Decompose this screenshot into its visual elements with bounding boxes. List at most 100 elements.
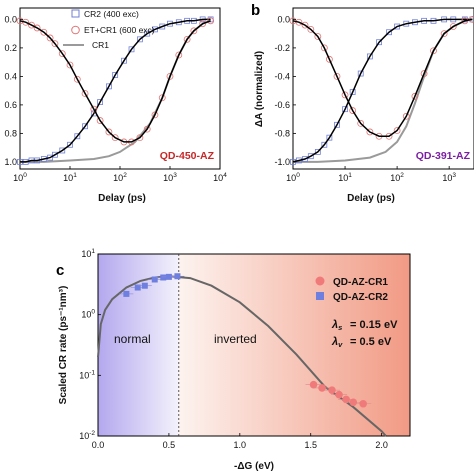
cr2-data-point — [112, 72, 119, 78]
legend-qd-az-cr2-marker — [316, 292, 324, 300]
y-tick-label: 10-2 — [79, 430, 95, 441]
x-tick-label: 0.0 — [92, 440, 105, 450]
etcr1-data-point — [111, 134, 119, 142]
etcr1-data-point — [66, 61, 74, 69]
cr2-data-point — [349, 89, 356, 95]
x-tick-label: 104 — [213, 172, 227, 183]
etcr1-data-point — [333, 72, 341, 80]
etcr1-data-point — [81, 90, 89, 97]
cr2-data-point — [52, 151, 58, 158]
etcr1-data-point — [357, 120, 365, 127]
qd-az-cr2-data-point — [165, 273, 172, 280]
panel-c-legend: QD-AZ-CR1 QD-AZ-CR2 — [315, 276, 388, 303]
etcr1-data-point — [393, 127, 401, 134]
etcr1-data-point — [166, 72, 174, 80]
panel-a-tag: QD-450-AZ — [160, 150, 215, 162]
normal-region-bg — [98, 254, 179, 436]
x-tick-label: 1.5 — [304, 440, 317, 450]
y-tick-label: 0.2 — [4, 43, 17, 53]
marcus-fit-curve — [97, 275, 387, 437]
panel-a-y-ticks: 0.0 0.2 0.4 0.6 0.8 1.0 — [4, 14, 23, 167]
cr2-data-point — [366, 53, 373, 60]
etcr1-data-point — [366, 128, 374, 136]
cr2-data-point — [307, 153, 314, 160]
etcr1-data-point — [136, 134, 144, 142]
legend-cr2-marker — [71, 9, 80, 18]
x-tick-label: 2.0 — [375, 440, 388, 450]
cr2-data-point — [376, 39, 382, 46]
panel-b-frame — [292, 7, 474, 170]
x-tick-label: 101 — [63, 172, 77, 183]
etcr1-data-point — [402, 112, 410, 120]
etcr1-data-point — [411, 92, 419, 100]
panel-c-y-label: Scaled CR rate (ps⁻¹nm³) — [58, 286, 69, 405]
etcr1-data-point — [33, 24, 41, 32]
etcr1-data-point — [183, 35, 191, 43]
cr2-fit-curve — [292, 18, 473, 163]
legend-qd-az-cr1-marker — [315, 276, 325, 286]
x-tick-label: 101 — [338, 172, 352, 183]
cr2-data-point — [321, 141, 328, 148]
etcr1-data-point — [40, 28, 48, 36]
etcr1-data-point — [190, 27, 198, 35]
qd-az-cr2-data-point — [134, 284, 141, 291]
panel-a: 100 101 102 103 104 0.0 0.2 0.4 0.6 0.8 1.0 Delay… — [4, 7, 227, 204]
panel-b-y-ticks: 0.0 -0.2 -0.4 -0.6 -0.8 -1.0 — [274, 14, 296, 167]
qd-az-cr1-data-point — [318, 384, 326, 392]
cr2-data-point — [386, 29, 392, 36]
panel-a-legend: CR2 (400 exc) ET+CR1 (600 exc) CR1 — [63, 9, 155, 50]
etcr1-data-point — [430, 47, 437, 55]
etcr1-data-point — [73, 75, 81, 83]
cr2-fit-curve — [20, 18, 211, 163]
cr2-data-point — [128, 46, 135, 53]
qd-az-cr2-data-point — [123, 290, 130, 297]
panel-b: b 100 101 102 103 0.0 -0.2 -0.4 -0.6 -0.8 -1.0 D… — [251, 2, 474, 204]
qd-az-cr1-data-point — [335, 390, 343, 399]
cr2-data-point — [334, 121, 340, 128]
etcr1-data-point — [301, 21, 309, 29]
x-tick-label: 102 — [390, 172, 404, 183]
etcr1-data-point — [46, 34, 54, 42]
x-tick-label: 0.5 — [163, 440, 176, 450]
etcr1-data-point — [314, 33, 322, 40]
y-tick-label: -1.0 — [274, 157, 290, 167]
cr2-data-point — [144, 30, 151, 37]
panel-c-x-ticks: 0.0 0.5 1.0 1.5 2.0 — [92, 433, 388, 450]
y-tick-label: 0.8 — [4, 128, 17, 138]
panel-c-x-label: -ΔG (eV) — [234, 461, 274, 472]
cr2-data-point — [326, 134, 333, 141]
y-tick-label: 0.0 — [4, 14, 17, 24]
etcr1-data-point — [349, 107, 357, 114]
cr2-data-point — [136, 36, 143, 43]
cr2-data-point — [82, 123, 88, 130]
etcr1-data-point — [22, 18, 30, 26]
cr2-data-point — [67, 141, 73, 148]
x-tick-label: 1.0 — [234, 440, 247, 450]
y-tick-label: -0.2 — [274, 43, 290, 53]
y-tick-label: -0.6 — [274, 100, 290, 110]
x-tick-label: 103 — [442, 172, 456, 183]
panel-c-label: c — [56, 262, 64, 279]
etcr1-fit-curve — [19, 20, 211, 143]
panel-a-x-label: Delay (ps) — [98, 193, 146, 204]
etcr1-data-point — [105, 128, 113, 136]
qd-az-cr2-data-point — [160, 274, 167, 281]
x-tick-label: 100 — [13, 172, 27, 183]
qd-az-cr2-data-point — [141, 282, 148, 289]
y-tick-label: -0.8 — [274, 128, 290, 138]
etcr1-data-point — [143, 125, 151, 133]
cr2-data-point — [314, 149, 321, 155]
y-tick-label: 1.0 — [4, 157, 17, 167]
etcr1-data-point — [341, 91, 349, 99]
marcus-parameters: λs = 0.15 eV λv = 0.5 eV — [331, 319, 398, 349]
panel-b-x-ticks: 100 101 102 103 — [286, 166, 456, 183]
y-tick-label: -0.4 — [274, 71, 290, 81]
qd-az-cr2-data-point — [151, 276, 158, 283]
cr2-data-point — [74, 133, 81, 140]
etcr1-data-point — [96, 117, 104, 124]
x-tick-label: 102 — [113, 172, 127, 183]
etcr1-fit-curve — [292, 18, 473, 137]
etcr1-data-point — [307, 25, 315, 33]
x-tick-label: 100 — [286, 172, 300, 183]
legend-etcr1-label: ET+CR1 (600 exc) — [84, 25, 155, 35]
